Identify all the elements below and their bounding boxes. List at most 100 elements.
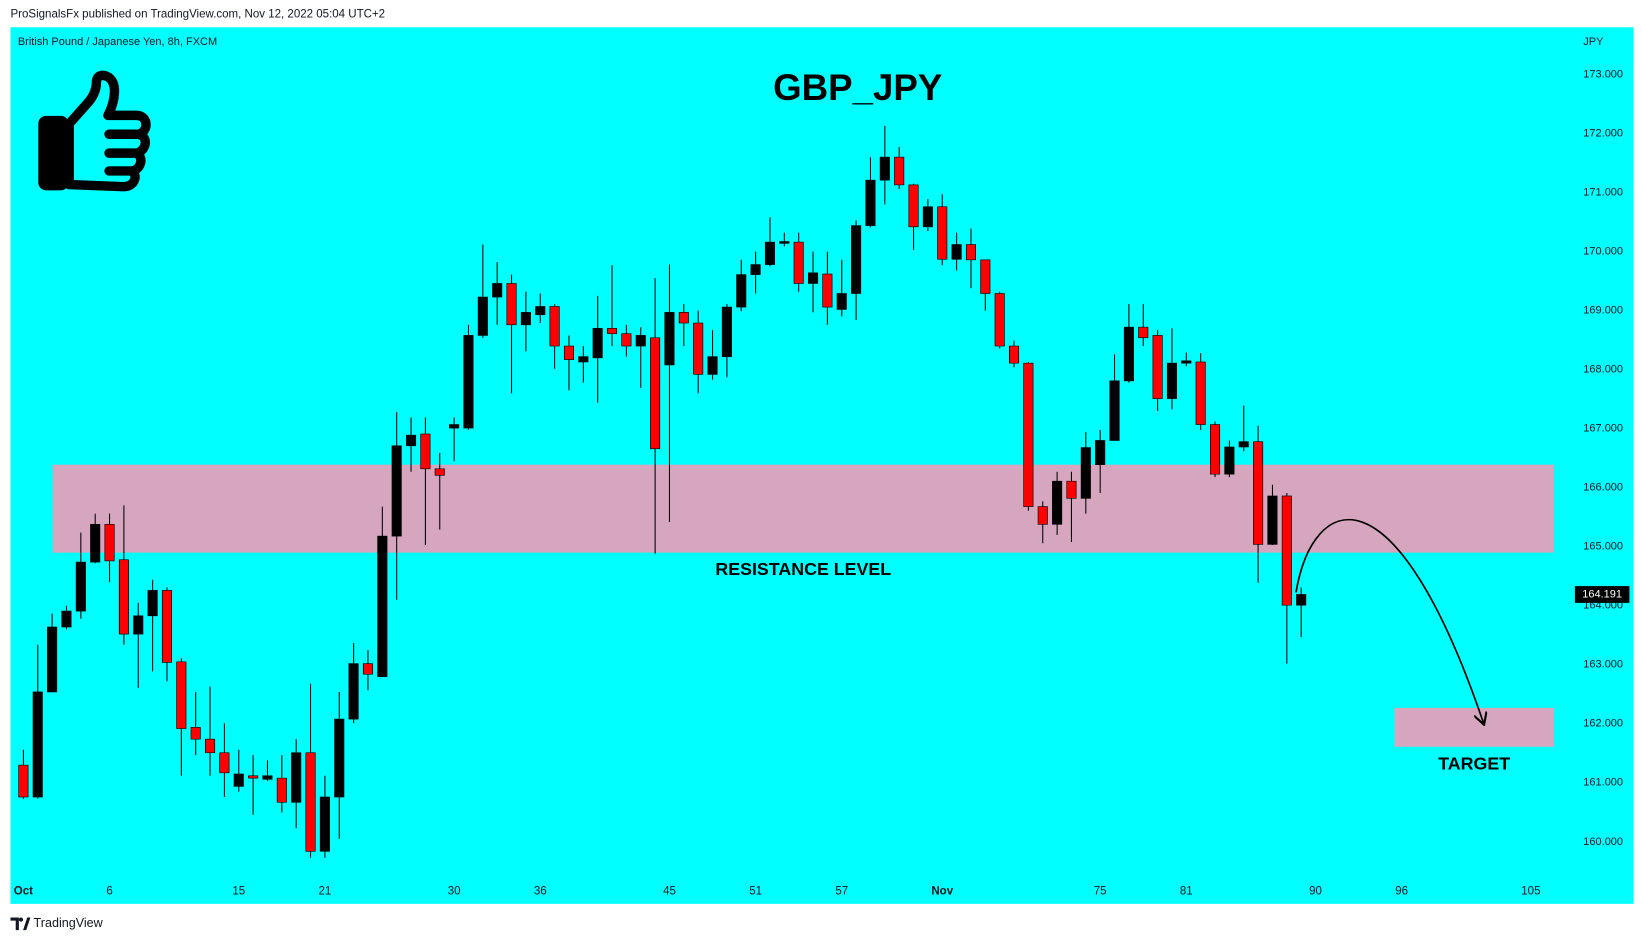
candle-body — [836, 293, 847, 310]
x-tick-label: 6 — [106, 885, 112, 897]
x-tick-label: 90 — [1309, 885, 1322, 897]
candle-body — [1023, 362, 1034, 507]
candle-body — [1166, 362, 1177, 399]
candle-body — [607, 328, 618, 334]
x-tick-label: 81 — [1180, 885, 1193, 897]
candle-body — [463, 335, 474, 429]
candle-body — [1052, 480, 1063, 525]
y-tick-label: 165.000 — [1583, 541, 1623, 553]
candle-body — [118, 559, 129, 635]
candle-body — [922, 206, 933, 228]
x-tick-label: 30 — [448, 885, 461, 897]
candle-body — [90, 523, 101, 563]
candle-body — [1296, 594, 1307, 606]
candle-body — [348, 663, 359, 720]
candle-body — [721, 306, 732, 357]
candle-body — [635, 335, 646, 347]
candle-body — [262, 775, 273, 780]
candle-body — [1080, 447, 1091, 499]
last-price-label: 164.191 — [1582, 588, 1622, 600]
candle-body — [520, 312, 531, 326]
thumbs-up-icon — [38, 70, 151, 192]
candle-body — [61, 610, 72, 628]
candle-body — [908, 184, 919, 228]
candle-body — [736, 274, 747, 308]
candle-body — [764, 241, 776, 265]
candle-body — [535, 306, 546, 316]
x-tick-label: 57 — [835, 885, 848, 897]
candle-body — [894, 156, 905, 186]
candle-body — [406, 434, 417, 447]
candle-body — [434, 468, 445, 476]
candles — [18, 125, 1307, 858]
y-tick-label: 168.000 — [1583, 364, 1623, 376]
y-tick-label: 166.000 — [1583, 482, 1623, 494]
candle-body — [1238, 441, 1249, 448]
footer-brand: TradingView — [34, 916, 104, 930]
candle-body — [506, 283, 517, 326]
candle-body — [621, 333, 632, 347]
candle-body — [563, 345, 575, 360]
x-tick-label: 105 — [1521, 885, 1540, 897]
candle-body — [793, 241, 804, 284]
candle-body — [1152, 335, 1163, 399]
candle-body — [1095, 440, 1106, 465]
candle-body — [334, 718, 345, 798]
y-tick-label: 172.000 — [1583, 127, 1623, 139]
candle-body — [822, 273, 833, 308]
y-tick-label: 163.000 — [1583, 659, 1623, 671]
candle-body — [420, 433, 431, 470]
y-tick-label: 169.000 — [1583, 305, 1623, 317]
candle-body — [1109, 380, 1120, 441]
candle-body — [305, 752, 316, 852]
projection-arrow — [1295, 519, 1484, 724]
candle-body — [477, 296, 488, 336]
candle-body — [693, 322, 704, 375]
candle-body — [133, 615, 144, 635]
candle-body — [879, 156, 890, 181]
x-tick-label: 45 — [663, 885, 676, 897]
x-tick-label: 96 — [1395, 885, 1408, 897]
candle-body — [1123, 326, 1134, 382]
candle-body — [248, 775, 259, 779]
candle-body — [965, 244, 976, 261]
candle-body — [104, 523, 115, 562]
candle-body — [362, 663, 374, 675]
candle-body — [678, 312, 689, 324]
zone — [52, 464, 1554, 553]
candle-body — [161, 590, 173, 663]
candle-body — [176, 661, 187, 729]
candle-body — [937, 206, 948, 260]
publisher: ProSignalsFx published on TradingView.co… — [10, 9, 385, 21]
candle-body — [549, 306, 560, 347]
candle-body — [47, 626, 58, 693]
y-tick-label: 161.000 — [1583, 777, 1623, 789]
candle-body — [190, 727, 201, 740]
candle-body — [664, 312, 675, 366]
candle-body — [994, 293, 1005, 347]
y-tick-label: 167.000 — [1583, 423, 1623, 435]
x-tick-label: Oct — [14, 885, 33, 897]
y-tick-label: 173.000 — [1583, 68, 1623, 80]
candle-body — [578, 356, 589, 363]
candle-body — [205, 738, 216, 754]
candle-body — [592, 328, 603, 359]
candle-body — [1210, 424, 1221, 475]
candle-body — [75, 561, 86, 612]
zones: RESISTANCE LEVEL TARGET — [52, 464, 1554, 773]
candle-body — [276, 777, 287, 803]
candle-body — [1281, 495, 1292, 606]
x-tick-label: 21 — [318, 885, 331, 897]
candle-body — [291, 752, 302, 803]
candle-body — [779, 241, 790, 244]
zone-label: TARGET — [1438, 753, 1510, 773]
candle-body — [865, 179, 876, 226]
candle-body — [650, 337, 661, 450]
candle-body — [18, 764, 29, 798]
candle-body — [32, 691, 43, 798]
y-tick-label: 162.000 — [1583, 718, 1623, 730]
chart-title: GBP_JPY — [773, 67, 942, 108]
candle-body — [951, 244, 962, 260]
